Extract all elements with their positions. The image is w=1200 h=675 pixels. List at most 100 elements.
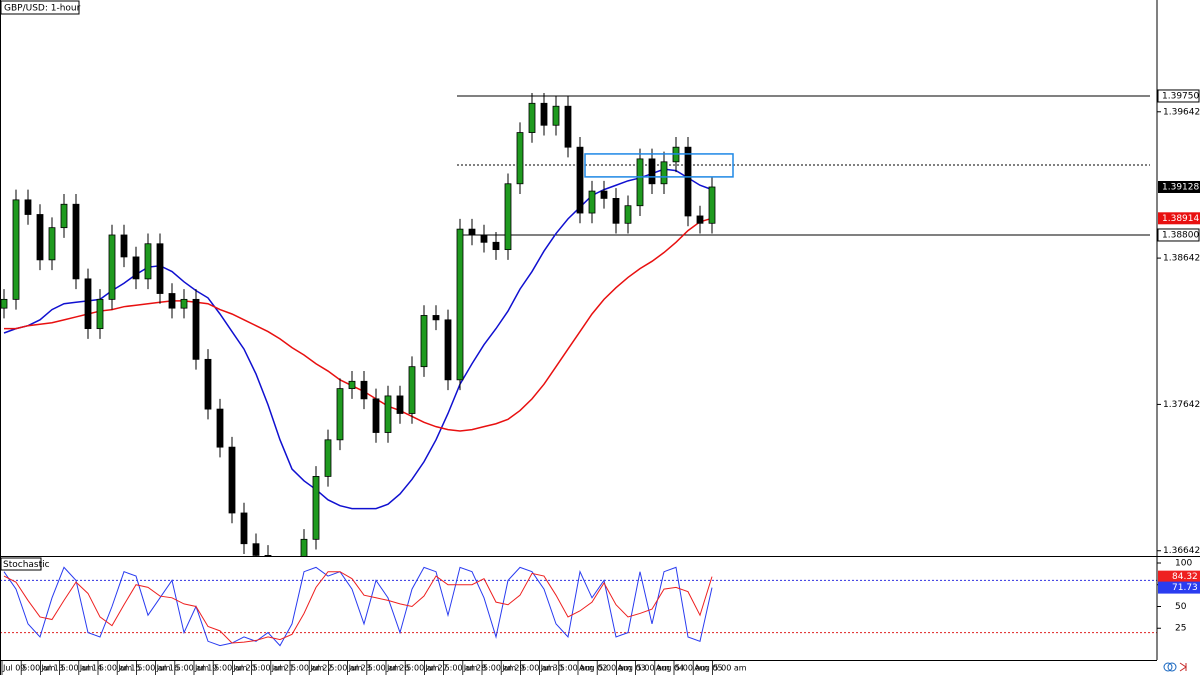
x-tick-label: Aug 04: [656, 664, 684, 673]
candle-body: [612, 198, 620, 224]
y-tick-label: 1.37642: [1163, 400, 1200, 410]
candle-body: [396, 395, 404, 414]
title-box: [0, 0, 80, 15]
candle-body: [360, 380, 368, 400]
candle-body: [0, 298, 8, 309]
x-tick-label: 5:00 am: [22, 664, 55, 673]
stoch-tick-label: 50: [1175, 602, 1187, 612]
icon[interactable]: [1179, 662, 1187, 672]
x-tick-label: Jul 22: [309, 664, 332, 673]
toolbar-icons[interactable]: [1163, 662, 1187, 672]
stoch-line: [3, 571, 713, 644]
ma-price-label: 1.38914: [1162, 214, 1199, 224]
candle-body: [168, 293, 176, 309]
candle-body: [552, 105, 560, 126]
x-tick-label: Jul 09: [2, 664, 25, 673]
y-tick-label: 1.39642: [1163, 107, 1200, 117]
candle-body: [24, 199, 32, 215]
candle-body: [156, 243, 164, 294]
candle-body: [36, 214, 44, 261]
candle-body: [492, 241, 500, 251]
candle-body: [108, 234, 116, 300]
candle-body: [300, 538, 308, 556]
x-tick-label: Jul 30: [540, 664, 563, 673]
level-label-box: [1157, 89, 1200, 103]
moving-average: [4, 217, 713, 432]
candle-body: [528, 102, 536, 133]
candle-body: [660, 161, 668, 185]
x-tick-label: 5:00 am: [368, 664, 401, 673]
candle-body: [204, 358, 212, 410]
indicator-title: Stochastic: [3, 560, 50, 570]
x-tick-label: 5:00 am: [560, 664, 593, 673]
x-tick-label: Jul 15: [117, 664, 140, 673]
candle-body: [120, 234, 128, 258]
x-tick-label: 5:00 am: [637, 664, 670, 673]
candle-body: [624, 205, 632, 224]
x-tick-label: 5:00 am: [61, 664, 94, 673]
candle-body: [636, 158, 644, 207]
current-price-label: 1.39128: [1162, 182, 1199, 192]
x-tick-label: 5:00 am: [675, 664, 708, 673]
x-tick-label: 5:00 am: [445, 664, 478, 673]
y-tick-label: 1.38642: [1163, 254, 1200, 264]
chart-title: GBP/USD: 1-hour: [4, 4, 81, 14]
candle-body: [240, 512, 248, 545]
stoch-value-label: 84.32: [1172, 572, 1198, 582]
icon[interactable]: [1167, 662, 1177, 672]
candle-body: [708, 186, 716, 224]
y-tick-label: 1.36642: [1163, 546, 1200, 556]
stoch-value-label: 71.73: [1172, 583, 1198, 593]
candle-body: [456, 228, 464, 381]
candle-body: [72, 203, 80, 280]
candle-body: [468, 228, 476, 236]
stochastic-pane: [0, 566, 1157, 647]
candle-body: [480, 234, 488, 243]
candle-body: [84, 278, 92, 330]
price-pane: [0, 93, 1150, 556]
current-price-box: [1158, 180, 1200, 193]
candle-body: [516, 132, 524, 185]
x-tick-label: Aug 02: [579, 664, 607, 673]
candle-body: [588, 190, 596, 214]
candle-body: [600, 190, 608, 199]
x-tick-label: 5:00 am: [291, 664, 324, 673]
candle-body: [540, 102, 548, 126]
stoch-value-box: [1158, 581, 1200, 594]
candle-body: [504, 183, 512, 251]
candle-body: [564, 105, 572, 148]
x-tick-label: 5:00 am: [176, 664, 209, 673]
x-tick-label: 5:00 am: [406, 664, 439, 673]
candle-body: [420, 315, 428, 368]
candle-body: [372, 398, 380, 433]
candle-body: [648, 158, 656, 185]
stoch-tick-label: 100: [1175, 559, 1192, 569]
candle-body: [384, 395, 392, 433]
x-tick-label: 5:00 am: [598, 664, 631, 673]
candle-body: [132, 256, 140, 280]
x-tick-label: 5:00 am: [214, 664, 247, 673]
candle-body: [192, 298, 200, 360]
icon[interactable]: [1163, 662, 1173, 672]
x-tick-label: Jul 19: [194, 664, 217, 673]
candle-body: [228, 446, 236, 514]
candle-body: [264, 555, 272, 556]
x-tick-label: Jul 27: [424, 664, 447, 673]
ma-price-box: [1158, 212, 1200, 225]
x-tick-label: 5:00 am: [521, 664, 554, 673]
stoch-tick-label: 25: [1175, 624, 1186, 634]
x-tick-label: 5:00 am: [253, 664, 286, 673]
candle-body: [144, 243, 152, 280]
x-tick-label: 5:00 am: [137, 664, 170, 673]
candle-body: [348, 380, 356, 390]
candle-body: [60, 203, 68, 229]
range-box: [584, 153, 734, 178]
x-tick-label: Jul 13: [40, 664, 63, 673]
x-tick-label: 5:00 am: [99, 664, 132, 673]
x-tick-label: Jul 23: [348, 664, 371, 673]
candle-body: [216, 408, 224, 448]
candle-body: [444, 319, 452, 381]
